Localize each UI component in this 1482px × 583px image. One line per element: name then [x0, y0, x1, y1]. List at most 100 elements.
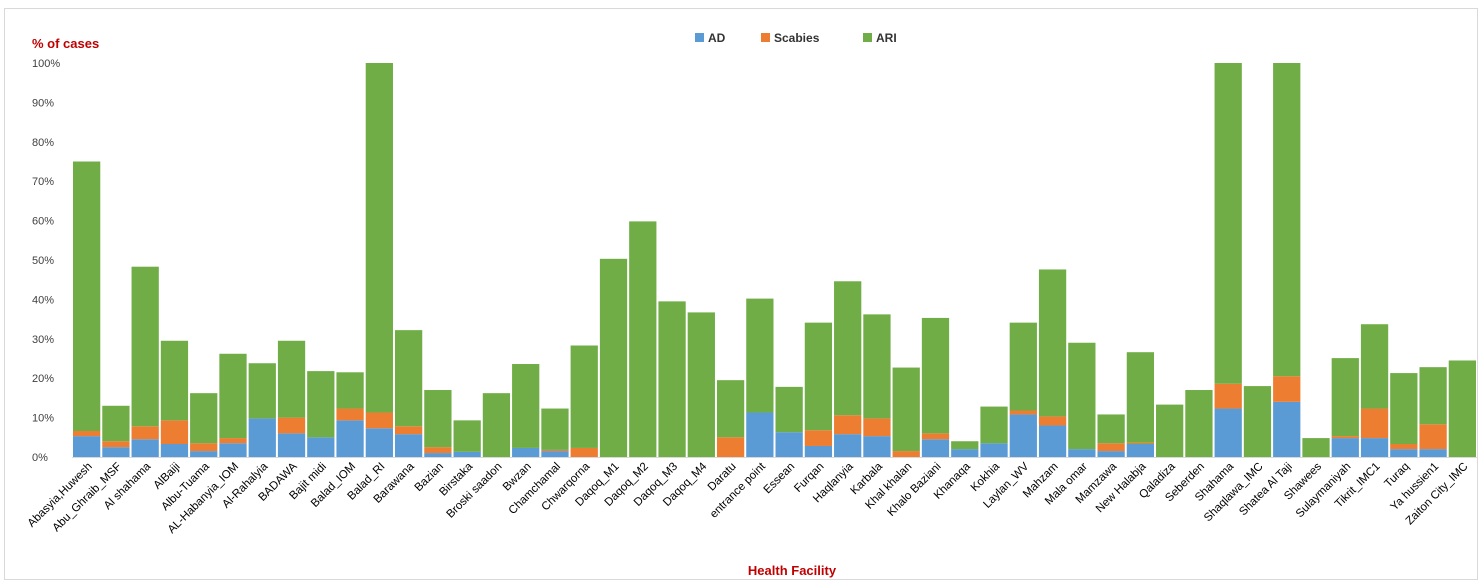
bar-segment-ari — [570, 345, 598, 448]
bar-segment-ad — [834, 434, 862, 457]
bar-segment-scabies — [1273, 376, 1301, 402]
bar-segment-ari — [1243, 386, 1272, 457]
legend-label-ari: ARI — [876, 31, 897, 45]
bar-segment-scabies — [219, 438, 247, 444]
bar-segment-ari — [921, 317, 950, 434]
legend-label-scabies: Scabies — [774, 31, 820, 45]
bar-segment-ari — [1009, 322, 1037, 411]
bar-segment-scabies — [834, 415, 862, 435]
bar-segment-scabies — [570, 447, 598, 457]
bar-segment-ari — [1448, 360, 1476, 457]
bar-segment-ad — [746, 412, 774, 457]
bar-segment-scabies — [892, 451, 920, 457]
bars — [73, 63, 1476, 457]
bar-segment-ad — [336, 420, 364, 457]
bar-segment-ari — [453, 420, 481, 452]
bar-segment-ad — [73, 436, 101, 457]
bar-segment-ad — [1273, 401, 1301, 457]
bar-segment-ari — [1331, 358, 1359, 437]
bar-segment-ad — [424, 453, 452, 457]
bar-segment-ad — [921, 439, 950, 457]
bar-segment-ad — [1038, 425, 1067, 457]
bar-segment-ari — [102, 405, 130, 442]
bar-segment-ari — [424, 390, 452, 448]
bar-segment-ari — [951, 441, 979, 450]
bar-segment-ari — [658, 301, 686, 457]
y-tick-label: 70% — [32, 176, 54, 188]
bar-segment-ad — [131, 439, 159, 457]
y-tick-label: 0% — [32, 452, 48, 464]
bar-segment-ari — [1360, 324, 1389, 409]
bar-segment-ari — [1097, 414, 1125, 444]
legend: AD Scabies ARI — [695, 31, 897, 45]
y-axis-ticks: 0% 10% 20% 30% 40% 50% 60% 70% 80% 90% 100% — [32, 58, 60, 464]
bar-segment-scabies — [277, 417, 306, 434]
bar-segment-ari — [1214, 63, 1242, 384]
bar-segment-ari — [482, 393, 511, 457]
bar-segment-scabies — [1038, 416, 1067, 426]
y-axis-title: % of cases — [32, 36, 99, 51]
bar-segment-scabies — [102, 441, 130, 448]
legend-label-ad: AD — [708, 31, 726, 45]
bar-segment-ad — [1360, 438, 1389, 457]
bar-segment-ari — [746, 298, 774, 413]
bar-segment-ari — [892, 367, 920, 452]
y-tick-label: 30% — [32, 334, 54, 346]
bar-segment-ad — [951, 449, 979, 457]
bar-segment-ari — [980, 406, 1008, 444]
bar-segment-ad — [394, 434, 423, 457]
bar-segment-ad — [277, 433, 306, 457]
chart-frame: % of cases AD Scabies ARI 0% 10% 20% 30% 40% 50… — [4, 8, 1478, 580]
bar-segment-ari — [512, 364, 540, 448]
bar-segment-ari — [716, 380, 745, 438]
bar-segment-ad — [190, 451, 218, 457]
bar-segment-ari — [629, 221, 657, 457]
bar-segment-ari — [1273, 63, 1301, 377]
bar-segment-ad — [248, 418, 276, 457]
bar-segment-scabies — [1126, 442, 1155, 444]
bar-segment-scabies — [131, 426, 159, 440]
bar-segment-scabies — [1360, 408, 1389, 439]
bar-segment-ari — [1156, 404, 1184, 457]
bar-segment-ad — [512, 447, 540, 457]
bar-segment-ad — [541, 451, 569, 457]
bar-segment-ari — [687, 312, 715, 457]
bar-segment-ari — [775, 386, 803, 433]
bar-segment-ad — [307, 437, 335, 457]
bar-segment-ari — [1390, 373, 1418, 444]
bar-segment-scabies — [365, 412, 393, 429]
bar-segment-ari — [804, 322, 833, 431]
bar-segment-ari — [336, 372, 364, 409]
bar-segment-scabies — [394, 426, 423, 435]
bar-segment-scabies — [1390, 444, 1418, 450]
y-tick-label: 10% — [32, 413, 54, 425]
bar-segment-scabies — [1419, 424, 1447, 450]
bar-segment-ad — [1068, 449, 1096, 457]
bar-segment-scabies — [1214, 383, 1242, 409]
bar-segment-scabies — [1331, 436, 1359, 439]
bar-segment-scabies — [73, 431, 101, 437]
bar-segment-ari — [219, 353, 247, 439]
bar-segment-ari — [834, 281, 862, 416]
x-category-label: Essean — [762, 461, 798, 497]
bar-segment-ad — [1009, 414, 1037, 457]
bar-segment-ari — [73, 161, 101, 431]
bar-segment-ari — [1185, 390, 1213, 457]
bar-segment-ad — [160, 444, 189, 457]
legend-swatch-scabies — [761, 33, 770, 42]
y-tick-label: 60% — [32, 216, 54, 228]
bar-segment-ari — [248, 363, 276, 419]
bar-segment-ad — [102, 447, 130, 457]
y-tick-label: 20% — [32, 373, 54, 385]
x-axis-title: Health Facility — [748, 563, 837, 578]
bar-segment-ad — [863, 436, 891, 457]
bar-segment-scabies — [863, 418, 891, 437]
bar-segment-ari — [190, 393, 218, 444]
y-tick-label: 100% — [32, 58, 60, 70]
bar-segment-ad — [365, 428, 393, 457]
stacked-bar-chart: % of cases AD Scabies ARI 0% 10% 20% 30% 40% 50… — [26, 31, 1477, 578]
bar-segment-scabies — [1097, 443, 1125, 452]
bar-segment-scabies — [541, 449, 569, 452]
y-tick-label: 80% — [32, 137, 54, 149]
bar-segment-ad — [775, 432, 803, 457]
